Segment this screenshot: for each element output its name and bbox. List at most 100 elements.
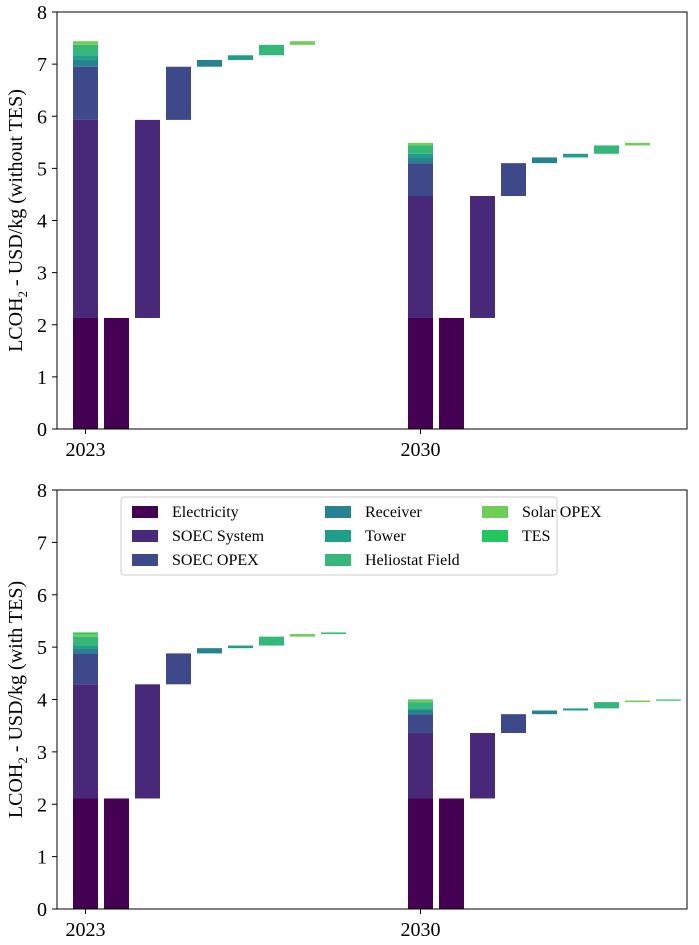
legend-swatch <box>325 554 351 566</box>
y-tick-label: 8 <box>37 480 47 502</box>
stacked-bar-soec-opex <box>408 714 433 733</box>
y-tick-label: 6 <box>37 585 47 607</box>
waterfall-bar-solar-opex <box>290 41 315 45</box>
legend-swatch <box>482 530 508 542</box>
bar-group-2023 <box>73 41 315 429</box>
figure: 0 1 2 3 4 5 6 7 8 2023 2030 LCOH2 - USD/kg (without… <box>0 0 699 940</box>
y-axis-label-suffix: - USD/kg (without TES) <box>5 89 27 291</box>
legend-swatch <box>132 506 158 518</box>
stacked-bar-electricity <box>408 318 433 429</box>
stacked-bar-receiver <box>73 648 98 653</box>
bar-group-2030 <box>408 143 650 429</box>
legend-label: SOEC System <box>172 528 265 545</box>
legend-swatch <box>132 554 158 566</box>
stacked-bar-tes <box>73 632 98 634</box>
stacked-bar-solar-opex <box>73 634 98 637</box>
waterfall-bar-electricity <box>439 798 464 909</box>
stacked-bar-receiver <box>73 60 98 67</box>
stacked-bar-soec-system <box>408 196 433 318</box>
waterfall-bar-heliostat-field <box>594 145 619 153</box>
waterfall-bar-tower <box>563 154 588 158</box>
waterfall-bar-soec-system <box>470 733 495 798</box>
legend-label: SOEC OPEX <box>172 552 259 569</box>
y-tick-label: 7 <box>37 54 47 76</box>
y-tick-label: 0 <box>37 899 47 921</box>
stacked-bar-electricity <box>73 798 98 909</box>
stacked-bar-electricity <box>73 318 98 429</box>
y-tick-label: 3 <box>37 742 47 764</box>
stacked-bar-soec-opex <box>73 67 98 120</box>
waterfall-bar-receiver <box>197 648 222 653</box>
bar-group-2023 <box>73 632 346 909</box>
y-axis-label-prefix: LCOH <box>5 297 27 351</box>
y-axis-label-prefix: LCOH <box>5 764 27 818</box>
waterfall-charts: 0123456782023 2030LCOH2 - USD/kg (without… <box>0 0 699 940</box>
waterfall-bar-receiver <box>532 710 557 714</box>
waterfall-bar-solar-opex <box>625 701 650 703</box>
y-tick-label: 8 <box>37 2 47 24</box>
stacked-bar-soec-system <box>408 733 433 798</box>
y-axis-label: LCOH2 - USD/kg (with TES) <box>5 581 30 818</box>
waterfall-bar-solar-opex <box>625 143 650 146</box>
y-tick-label: 7 <box>37 532 47 554</box>
x-tick-label: 2023 <box>66 439 106 461</box>
legend-swatch <box>325 530 351 542</box>
stacked-bar-receiver <box>408 710 433 714</box>
y-axis-label: LCOH2 - USD/kg (without TES) <box>5 89 30 352</box>
x-tick-label: 2030 <box>401 919 441 940</box>
chart-panel-1: 0 1 2 3 4 5 6 7 8 2023 2030 LCOH2 - USD/kg (without… <box>5 2 687 461</box>
x-tick-label: 2023 <box>66 919 106 940</box>
waterfall-bar-heliostat-field <box>259 637 284 646</box>
y-tick-label: 2 <box>37 315 47 337</box>
y-tick-label: 4 <box>37 690 47 712</box>
legend-swatch <box>132 530 158 542</box>
waterfall-bar-electricity <box>104 318 129 429</box>
y-tick-label: 1 <box>37 367 47 389</box>
stacked-bar-solar-opex <box>408 701 433 703</box>
waterfall-bar-electricity <box>104 798 129 909</box>
legend-swatch <box>482 506 508 518</box>
y-tick-label: 6 <box>37 106 47 128</box>
stacked-bar-soec-system <box>73 684 98 798</box>
legend-label: Tower <box>365 528 406 545</box>
waterfall-bar-solar-opex <box>290 634 315 637</box>
x-tick-label: 2030 <box>401 439 441 461</box>
waterfall-bar-tes <box>656 700 681 701</box>
stacked-bar-soec-system <box>73 120 98 318</box>
legend-label: Receiver <box>365 504 423 521</box>
legend: Electricity SOEC System SOEC OPEX Receiver T… <box>121 497 602 575</box>
stacked-bar-receiver <box>408 157 433 163</box>
bar-group-2030 <box>408 700 681 910</box>
y-tick-label: 4 <box>37 211 47 233</box>
y-tick-label: 3 <box>37 263 47 285</box>
stacked-bar-heliostat-field <box>73 45 98 55</box>
y-tick-label: 5 <box>37 637 47 659</box>
waterfall-bar-tower <box>563 708 588 710</box>
waterfall-bar-tower <box>228 55 253 60</box>
stacked-bar-heliostat-field <box>408 145 433 153</box>
stacked-bar-heliostat-field <box>73 637 98 646</box>
y-tick-label: 0 <box>37 419 47 441</box>
waterfall-bar-electricity <box>439 318 464 429</box>
y-tick-label: 5 <box>37 158 47 180</box>
waterfall-bar-soec-opex <box>166 653 191 684</box>
stacked-bar-electricity <box>408 798 433 909</box>
y-tick-label: 2 <box>37 794 47 816</box>
waterfall-bar-tower <box>228 646 253 649</box>
waterfall-bar-soec-opex <box>501 714 526 733</box>
y-tick-label: 1 <box>37 847 47 869</box>
stacked-bar-heliostat-field <box>408 702 433 708</box>
stacked-bar-soec-opex <box>73 653 98 684</box>
stacked-bar-tower <box>408 708 433 710</box>
waterfall-bar-tes <box>321 632 346 634</box>
stacked-bar-tower <box>73 646 98 649</box>
stacked-bar-soec-opex <box>408 163 433 196</box>
waterfall-bar-soec-system <box>135 684 160 798</box>
stacked-bar-tower <box>408 154 433 158</box>
legend-label: Solar OPEX <box>522 504 602 521</box>
stacked-bar-tes <box>408 700 433 701</box>
stacked-bar-solar-opex <box>408 143 433 146</box>
legend-label: Electricity <box>172 504 239 521</box>
waterfall-bar-soec-opex <box>166 67 191 120</box>
stacked-bar-tower <box>73 55 98 60</box>
